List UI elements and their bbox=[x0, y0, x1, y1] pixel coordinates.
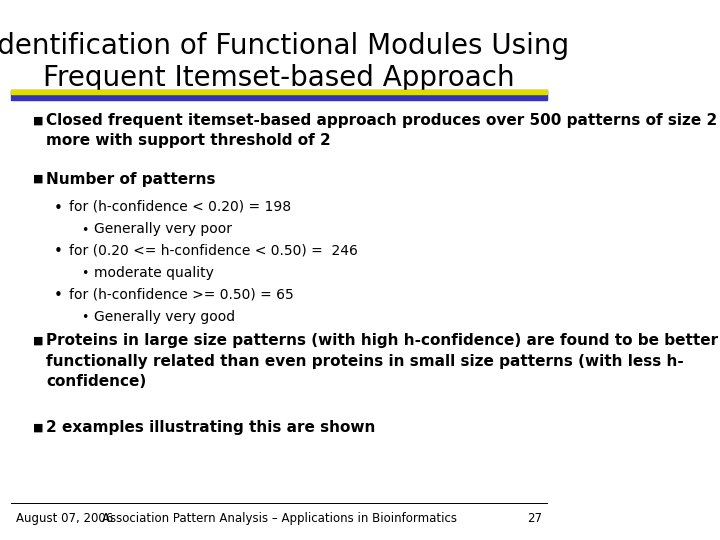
Bar bbox=[11, 90, 547, 100]
Text: Proteins in large size patterns (with high h-confidence) are found to be better
: Proteins in large size patterns (with hi… bbox=[46, 333, 718, 389]
Text: •: • bbox=[81, 224, 88, 237]
Text: •: • bbox=[54, 244, 63, 259]
Text: Association Pattern Analysis – Applications in Bioinformatics: Association Pattern Analysis – Applicati… bbox=[102, 512, 456, 525]
Text: ■: ■ bbox=[32, 422, 43, 433]
Text: Number of patterns: Number of patterns bbox=[46, 172, 215, 187]
Text: ■: ■ bbox=[32, 336, 43, 346]
Text: •: • bbox=[81, 311, 88, 324]
Text: Closed frequent itemset-based approach produces over 500 patterns of size 2 or
m: Closed frequent itemset-based approach p… bbox=[46, 113, 720, 148]
Text: •: • bbox=[54, 288, 63, 303]
Text: 27: 27 bbox=[527, 512, 542, 525]
Text: August 07, 2006: August 07, 2006 bbox=[17, 512, 114, 525]
Text: for (0.20 <= h-confidence < 0.50) =  246: for (0.20 <= h-confidence < 0.50) = 246 bbox=[69, 243, 358, 257]
Text: •: • bbox=[81, 267, 88, 280]
Text: Generally very good: Generally very good bbox=[94, 310, 235, 324]
Text: ■: ■ bbox=[32, 174, 43, 184]
Text: moderate quality: moderate quality bbox=[94, 266, 214, 280]
Bar bbox=[11, 90, 547, 94]
Text: 2 examples illustrating this are shown: 2 examples illustrating this are shown bbox=[46, 420, 375, 435]
Text: for (h-confidence >= 0.50) = 65: for (h-confidence >= 0.50) = 65 bbox=[69, 287, 294, 301]
Text: •: • bbox=[54, 201, 63, 216]
Text: for (h-confidence < 0.20) = 198: for (h-confidence < 0.20) = 198 bbox=[69, 200, 291, 214]
Text: Generally very poor: Generally very poor bbox=[94, 222, 232, 237]
Text: Frequent Itemset-based Approach: Frequent Itemset-based Approach bbox=[43, 64, 515, 92]
Text: ■: ■ bbox=[32, 116, 43, 126]
Text: Identification of Functional Modules Using: Identification of Functional Modules Usi… bbox=[0, 32, 570, 60]
